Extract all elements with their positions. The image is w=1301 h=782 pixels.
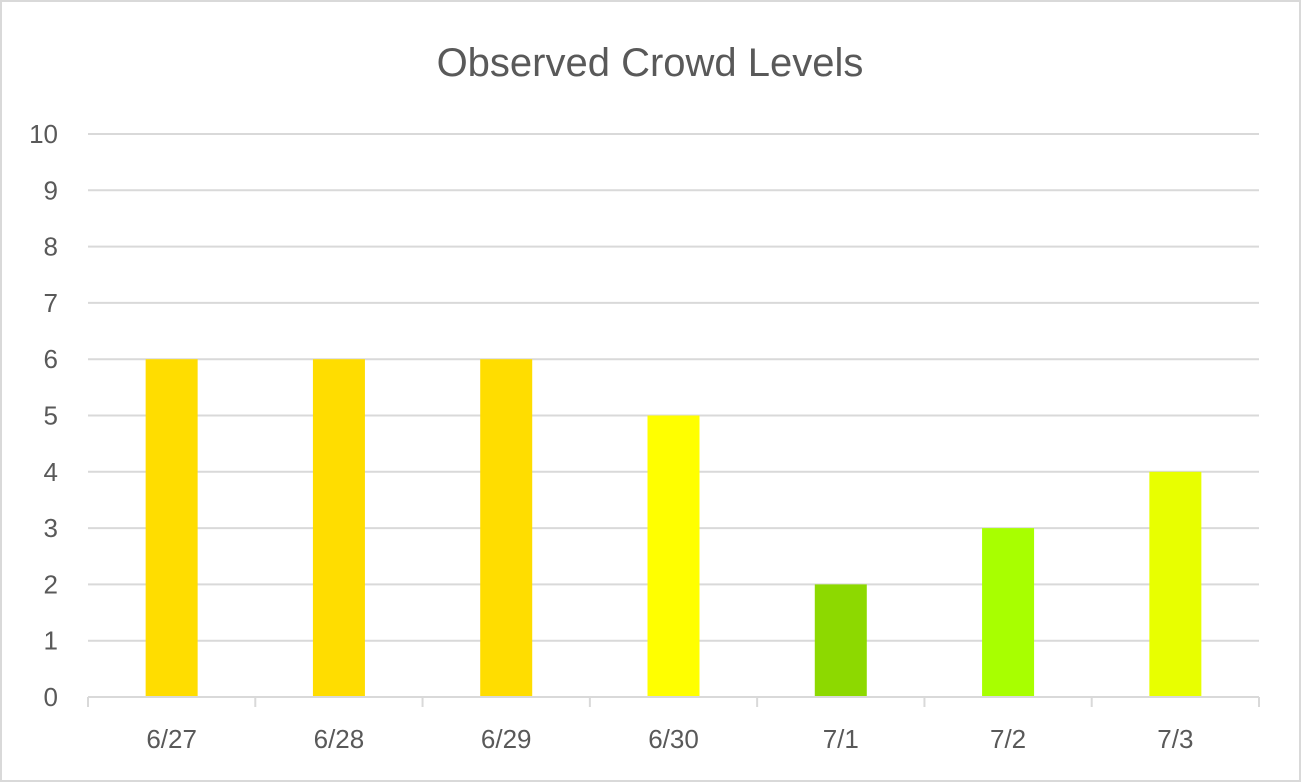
x-tick-label: 6/30 [648, 724, 699, 754]
x-tick-label: 7/1 [823, 724, 859, 754]
bar-7-2 [982, 528, 1035, 697]
x-tick-label: 7/3 [1157, 724, 1193, 754]
bar-6-28 [312, 359, 365, 697]
gridlines [88, 133, 1259, 642]
y-tick-label: 10 [29, 119, 58, 149]
y-tick-label: 6 [44, 344, 58, 374]
bar-7-3 [1149, 471, 1202, 697]
y-tick-label: 2 [44, 569, 58, 599]
y-tick-label: 5 [44, 401, 58, 431]
x-tick-label: 6/28 [314, 724, 365, 754]
y-tick-label: 7 [44, 288, 58, 318]
x-axis [87, 696, 1260, 707]
x-tick-label: 7/2 [990, 724, 1026, 754]
x-axis-tick-labels: 6/27 6/28 6/29 6/30 7/1 7/2 7/3 [146, 724, 1193, 754]
y-tick-label: 0 [44, 682, 58, 712]
bar-6-27 [145, 359, 198, 697]
bars [145, 359, 1202, 697]
chart-title: Observed Crowd Levels [437, 41, 864, 85]
x-tick-label: 6/27 [146, 724, 197, 754]
y-tick-label: 9 [44, 175, 58, 205]
bar-6-29 [480, 359, 533, 697]
bar-7-1 [814, 584, 867, 697]
y-tick-label: 3 [44, 513, 58, 543]
y-axis-tick-labels: 0 1 2 3 4 5 6 7 8 9 10 [29, 119, 58, 712]
y-tick-label: 8 [44, 232, 58, 262]
bar-6-30 [647, 415, 700, 697]
x-tick-label: 6/29 [481, 724, 532, 754]
y-tick-label: 1 [44, 626, 58, 656]
y-tick-label: 4 [44, 457, 58, 487]
